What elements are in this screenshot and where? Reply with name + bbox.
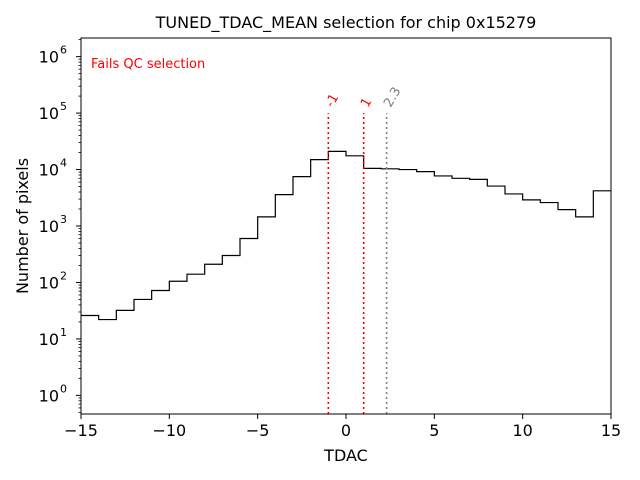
y-tick-label-base: 10 xyxy=(39,161,59,180)
x-tick-label: −10 xyxy=(152,421,186,440)
histogram-bin xyxy=(205,264,223,414)
histogram-bin xyxy=(99,320,117,414)
histogram-bin xyxy=(152,291,170,414)
histogram-bin xyxy=(222,256,240,414)
y-tick-label-exponent: 6 xyxy=(60,44,67,57)
histogram-bin xyxy=(540,203,558,414)
vline-label-2.3: 2.3 xyxy=(381,85,404,110)
histogram-bin xyxy=(258,217,276,414)
y-tick-label-exponent: 0 xyxy=(60,382,67,395)
y-tick-label-base: 10 xyxy=(39,217,59,236)
histogram-bin xyxy=(452,178,470,414)
y-axis-label: Number of pixels xyxy=(13,158,32,294)
histogram-bin xyxy=(593,191,611,414)
histogram-bin xyxy=(434,176,452,414)
x-tick-label: 15 xyxy=(601,421,621,440)
fails-qc-annotation: Fails QC selection xyxy=(91,57,205,72)
histogram-bin xyxy=(505,194,523,414)
histogram-bin xyxy=(240,239,258,414)
y-tick-label-base: 10 xyxy=(39,386,59,405)
vline-label-1: 1 xyxy=(358,95,375,110)
y-tick-label-exponent: 3 xyxy=(60,213,67,226)
histogram-bin xyxy=(81,315,99,414)
histogram-bin xyxy=(187,274,205,414)
histogram-bin xyxy=(381,169,399,414)
histogram-bin xyxy=(293,177,311,414)
chart-title: TUNED_TDAC_MEAN selection for chip 0x152… xyxy=(155,13,537,33)
y-tick-label-base: 10 xyxy=(39,330,59,349)
y-tick-label-exponent: 2 xyxy=(60,269,67,282)
y-tick-label-base: 10 xyxy=(39,48,59,67)
x-tick-label: −5 xyxy=(246,421,270,440)
histogram-bin xyxy=(417,172,435,414)
histogram-step-line xyxy=(81,150,611,321)
y-tick-label-exponent: 5 xyxy=(60,100,67,113)
x-tick-label: −15 xyxy=(64,421,98,440)
y-tick-label-exponent: 4 xyxy=(60,157,67,170)
y-tick-label-base: 10 xyxy=(39,104,59,123)
histogram-bin xyxy=(470,179,488,414)
histogram-bin xyxy=(576,217,594,414)
y-tick-label-exponent: 1 xyxy=(60,326,67,339)
x-tick-label: 0 xyxy=(341,421,351,440)
histogram-bin xyxy=(311,160,329,414)
vline-label--1: -1 xyxy=(323,91,342,110)
histogram-bin xyxy=(169,281,187,414)
histogram-bin xyxy=(346,156,364,414)
histogram-bin xyxy=(558,210,576,414)
x-tick-label: 5 xyxy=(429,421,439,440)
x-tick-label: 10 xyxy=(512,421,532,440)
histogram-bin xyxy=(116,310,134,414)
histogram-bin xyxy=(275,195,293,414)
x-axis-label: TDAC xyxy=(323,446,368,465)
y-tick-label-base: 10 xyxy=(39,273,59,292)
histogram-bin xyxy=(134,299,152,414)
histogram-bin xyxy=(399,170,417,414)
histogram-bin xyxy=(328,151,346,414)
histogram-bin xyxy=(487,186,505,414)
histogram-bin xyxy=(364,168,382,414)
histogram-bin xyxy=(523,200,541,414)
